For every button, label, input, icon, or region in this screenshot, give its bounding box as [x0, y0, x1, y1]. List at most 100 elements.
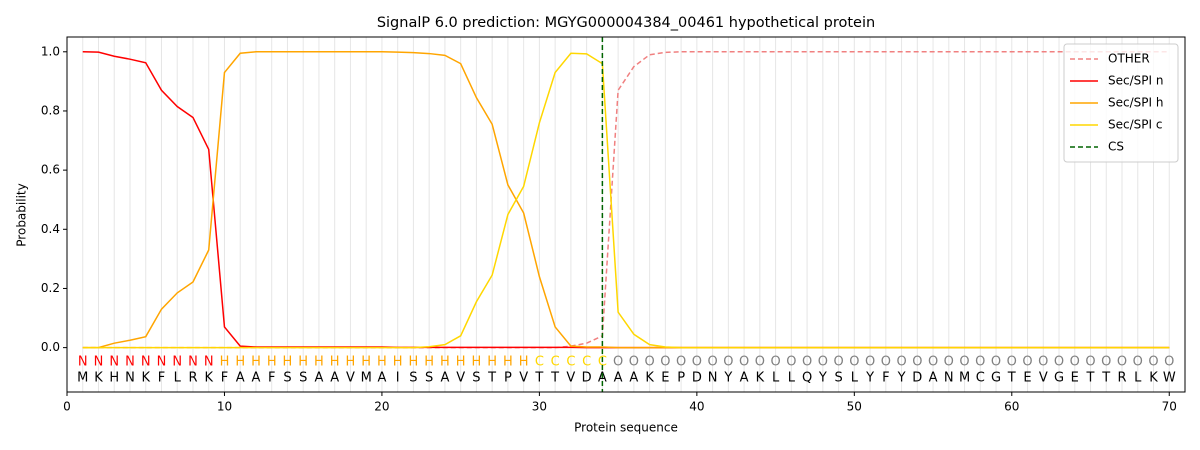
residue-label: D — [582, 370, 592, 385]
residue-label: Y — [897, 370, 906, 385]
x-tick-label: 70 — [1162, 400, 1177, 414]
y-tick-label: 0.6 — [41, 163, 60, 177]
region-label: H — [283, 354, 293, 369]
residue-label: K — [645, 370, 654, 385]
residue-label: L — [788, 370, 796, 385]
legend-label: Sec/SPI h — [1108, 96, 1163, 110]
region-label: O — [1164, 354, 1174, 369]
region-label: O — [786, 354, 796, 369]
residue-label: K — [204, 370, 213, 385]
residue-label: A — [236, 370, 245, 385]
region-label: O — [629, 354, 639, 369]
residue-label: A — [629, 370, 638, 385]
residue-label: V — [456, 370, 465, 385]
region-label: C — [566, 354, 575, 369]
region-label: O — [645, 354, 655, 369]
region-label: O — [723, 354, 733, 369]
residue-label: T — [487, 370, 496, 385]
region-label: N — [94, 354, 104, 369]
residue-label: Q — [802, 370, 812, 385]
residue-label: H — [109, 370, 119, 385]
legend-label: Sec/SPI c — [1108, 118, 1162, 132]
residue-label: V — [346, 370, 355, 385]
residue-label: E — [661, 370, 669, 385]
region-label: N — [109, 354, 119, 369]
residue-label: N — [944, 370, 954, 385]
residue-label: W — [1163, 370, 1176, 385]
residue-label: T — [1086, 370, 1095, 385]
y-axis-label: Probability — [15, 183, 29, 246]
residue-label: G — [991, 370, 1001, 385]
region-label: H — [456, 354, 466, 369]
region-label: O — [660, 354, 670, 369]
residue-label: K — [756, 370, 765, 385]
region-label: O — [770, 354, 780, 369]
region-label: O — [1022, 354, 1032, 369]
region-label: N — [141, 354, 151, 369]
residue-label: S — [425, 370, 433, 385]
residue-label: S — [299, 370, 307, 385]
region-label: H — [424, 354, 434, 369]
region-label: N — [188, 354, 198, 369]
region-label: H — [393, 354, 403, 369]
region-label: O — [865, 354, 875, 369]
region-label: O — [755, 354, 765, 369]
region-label: O — [1117, 354, 1127, 369]
residue-label: A — [314, 370, 323, 385]
series-line — [82, 52, 1170, 349]
residue-label: F — [268, 370, 275, 385]
residue-label: A — [929, 370, 938, 385]
y-tick-label: 1.0 — [41, 44, 60, 58]
residue-label: A — [740, 370, 749, 385]
residue-label: F — [221, 370, 228, 385]
x-tick-label: 30 — [532, 400, 547, 414]
residue-label: Y — [818, 370, 827, 385]
region-label: H — [251, 354, 261, 369]
region-label: O — [881, 354, 891, 369]
region-label: O — [928, 354, 938, 369]
region-label: O — [912, 354, 922, 369]
residue-label: A — [330, 370, 339, 385]
region-label: C — [535, 354, 544, 369]
region-label: H — [314, 354, 324, 369]
residue-label: M — [361, 370, 372, 385]
region-label: O — [1070, 354, 1080, 369]
residue-label: R — [188, 370, 197, 385]
residue-label: T — [1007, 370, 1016, 385]
residue-label: Y — [723, 370, 732, 385]
region-label: O — [959, 354, 969, 369]
region-label: O — [613, 354, 623, 369]
region-label: H — [346, 354, 356, 369]
legend-box — [1063, 43, 1179, 163]
residue-label: V — [1039, 370, 1048, 385]
region-label: H — [298, 354, 308, 369]
residue-label: N — [708, 370, 718, 385]
region-label: O — [692, 354, 702, 369]
residue-label: S — [409, 370, 417, 385]
region-label: O — [1085, 354, 1095, 369]
y-tick-label: 0.4 — [41, 222, 60, 236]
region-label: O — [676, 354, 686, 369]
residue-label: F — [882, 370, 889, 385]
residue-label: M — [959, 370, 970, 385]
region-label: O — [1148, 354, 1158, 369]
region-label: C — [551, 354, 560, 369]
residue-label: D — [692, 370, 702, 385]
residue-label: V — [519, 370, 528, 385]
x-tick-label: 10 — [217, 400, 232, 414]
region-label: O — [944, 354, 954, 369]
region-label: H — [220, 354, 230, 369]
residue-label: C — [976, 370, 985, 385]
region-label: O — [1007, 354, 1017, 369]
region-label: H — [361, 354, 371, 369]
x-tick-label: 60 — [1004, 400, 1019, 414]
region-label: H — [519, 354, 529, 369]
region-label: N — [78, 354, 88, 369]
residue-label: S — [283, 370, 291, 385]
residue-label: S — [834, 370, 842, 385]
residue-label: L — [851, 370, 859, 385]
residue-label: T — [534, 370, 543, 385]
region-label: O — [1054, 354, 1064, 369]
region-label: H — [487, 354, 497, 369]
